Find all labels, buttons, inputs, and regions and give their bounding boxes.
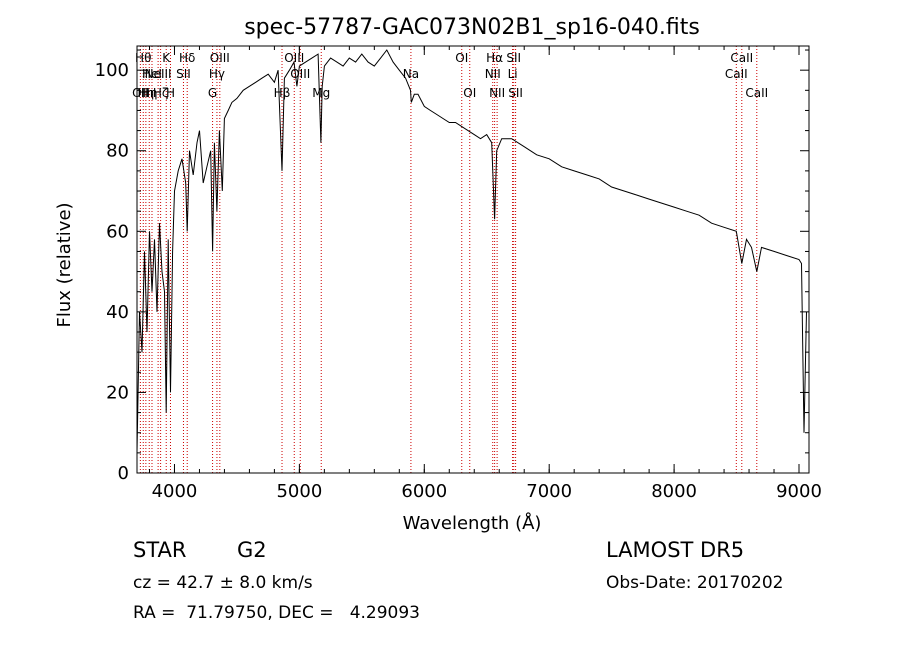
line-label: Li	[508, 67, 518, 81]
line-label: CaII	[730, 51, 753, 65]
y-axis: 0 20 40 60 80 100	[95, 49, 809, 484]
y-tick-label: 20	[106, 382, 129, 403]
line-label: OI	[463, 86, 476, 100]
object-type: STAR	[133, 538, 187, 562]
line-label: CaII	[725, 67, 748, 81]
line-label: CaII	[745, 86, 768, 100]
x-tick-label: 6000	[401, 481, 447, 502]
chart-title: spec-57787-GAC073N02B1_sp16-040.fits	[244, 15, 700, 40]
x-tick-label: 5000	[276, 481, 322, 502]
x-axis: 4000 5000 6000 7000 8000 9000	[148, 46, 822, 502]
line-label: SII	[506, 51, 521, 65]
survey-name: LAMOST DR5	[606, 538, 745, 562]
line-label-group: OIIHθHηHηHeINeIIIHζKHSIIHδGHγOIIIHβOIIIO…	[132, 51, 768, 100]
line-label: Hη	[138, 86, 155, 100]
y-axis-label: Flux (relative)	[54, 202, 75, 327]
line-label: NII	[485, 67, 501, 81]
line-label: Mg	[312, 86, 330, 100]
line-label: OII	[132, 86, 149, 100]
line-marker-group	[139, 46, 758, 473]
redshift-velocity: cz = 42.7 ± 8.0 km/s	[133, 573, 313, 593]
line-label: OIII	[290, 67, 310, 81]
line-label: Hα	[486, 51, 503, 65]
observation-date: Obs-Date: 20170202	[606, 573, 784, 593]
spectral-subclass: G2	[237, 538, 267, 562]
line-label: Hζ	[153, 86, 169, 100]
line-label: Hδ	[179, 51, 195, 65]
y-tick-label: 40	[106, 302, 129, 323]
y-tick-label: 60	[106, 221, 129, 242]
x-tick-label: 7000	[526, 481, 572, 502]
line-label: K	[162, 51, 171, 65]
line-label: Hη	[141, 86, 158, 100]
x-tick-label: 9000	[776, 481, 822, 502]
y-tick-label: 100	[95, 60, 129, 81]
ra-dec-coordinates: RA = 71.79750, DEC = 4.29093	[133, 603, 420, 623]
line-label: Hθ	[135, 51, 151, 65]
line-label: NeIII	[145, 67, 172, 81]
line-label: H	[166, 86, 175, 100]
line-label: OIII	[210, 51, 230, 65]
x-tick-label: 8000	[651, 481, 697, 502]
x-axis-label: Wavelength (Å)	[403, 512, 542, 534]
line-label: SII	[176, 67, 191, 81]
line-label: NII	[489, 86, 505, 100]
spectrum-series-line	[136, 49, 807, 453]
line-label: G	[208, 86, 217, 100]
plot-frame	[136, 45, 810, 474]
x-tick-label: 4000	[152, 481, 198, 502]
line-label: HeI	[142, 67, 162, 81]
line-label: SII	[508, 86, 523, 100]
line-label: Hβ	[274, 86, 291, 100]
line-label: OI	[455, 51, 468, 65]
y-tick-label: 0	[118, 463, 129, 484]
y-tick-label: 80	[106, 141, 129, 162]
line-label: Na	[403, 67, 419, 81]
line-label: Hγ	[209, 67, 225, 81]
